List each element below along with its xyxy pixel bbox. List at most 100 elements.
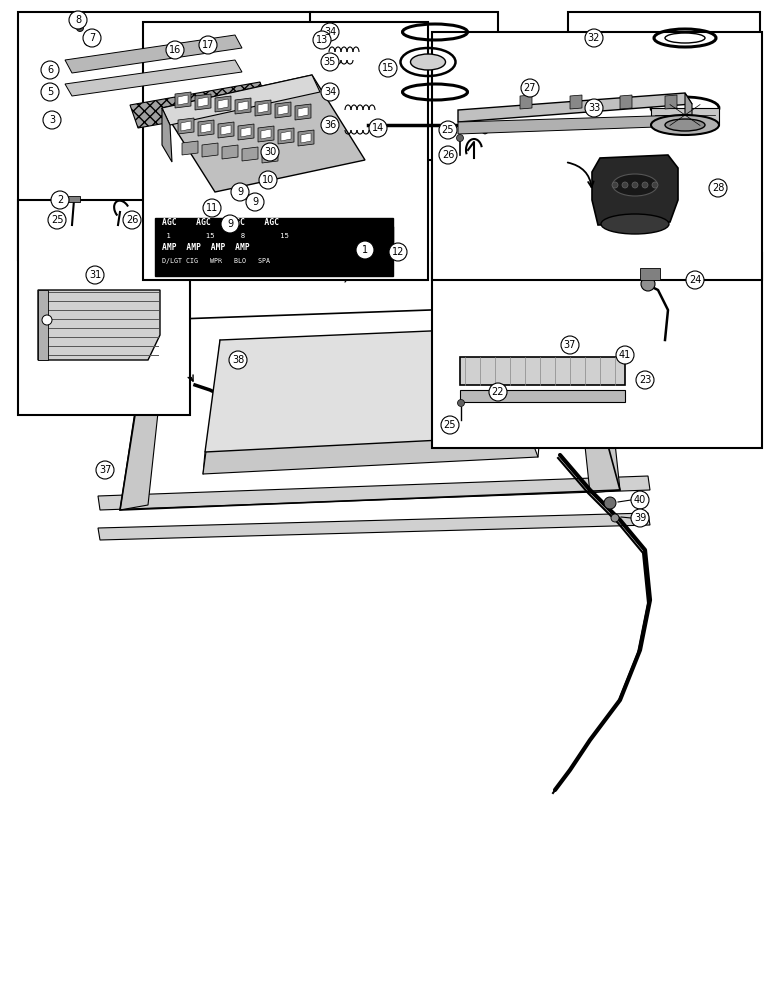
Circle shape	[389, 243, 407, 261]
Polygon shape	[665, 95, 677, 109]
Polygon shape	[281, 131, 291, 141]
Polygon shape	[218, 122, 234, 138]
Polygon shape	[178, 118, 194, 134]
Polygon shape	[258, 126, 274, 142]
Text: AMP  AMP  AMP  AMP: AMP AMP AMP AMP	[162, 243, 250, 252]
Polygon shape	[255, 100, 271, 116]
Text: 35: 35	[323, 57, 336, 67]
Circle shape	[321, 53, 339, 71]
Text: 13: 13	[316, 35, 328, 45]
Text: 25: 25	[442, 125, 454, 135]
Circle shape	[203, 199, 221, 217]
Polygon shape	[162, 75, 365, 192]
Polygon shape	[162, 108, 172, 162]
Text: 37: 37	[564, 340, 576, 350]
FancyBboxPatch shape	[460, 357, 625, 385]
Circle shape	[231, 183, 249, 201]
Circle shape	[41, 61, 59, 79]
Text: 28: 28	[712, 183, 724, 193]
Text: 5: 5	[47, 87, 53, 97]
Text: 27: 27	[523, 83, 537, 93]
Polygon shape	[162, 75, 320, 125]
Polygon shape	[458, 93, 692, 122]
Polygon shape	[218, 99, 228, 109]
Circle shape	[585, 99, 603, 117]
Polygon shape	[178, 95, 188, 105]
Circle shape	[76, 24, 83, 31]
Circle shape	[51, 191, 69, 209]
Polygon shape	[65, 35, 242, 73]
Circle shape	[321, 23, 339, 41]
Circle shape	[229, 351, 247, 369]
Polygon shape	[238, 101, 248, 111]
Circle shape	[482, 128, 488, 134]
Text: 9: 9	[237, 187, 243, 197]
Polygon shape	[263, 136, 280, 151]
Circle shape	[709, 179, 727, 197]
FancyBboxPatch shape	[18, 12, 313, 260]
Polygon shape	[570, 95, 582, 109]
Circle shape	[439, 121, 457, 139]
Circle shape	[221, 215, 239, 233]
FancyBboxPatch shape	[640, 268, 660, 280]
Polygon shape	[275, 102, 291, 118]
Circle shape	[166, 41, 184, 59]
Text: 34: 34	[324, 27, 336, 37]
FancyBboxPatch shape	[143, 22, 428, 280]
Text: 34: 34	[324, 87, 336, 97]
Polygon shape	[295, 104, 311, 120]
Text: 16: 16	[169, 45, 181, 55]
Text: 36: 36	[324, 120, 336, 130]
Ellipse shape	[665, 119, 705, 131]
FancyBboxPatch shape	[432, 253, 762, 448]
Polygon shape	[620, 95, 632, 109]
Circle shape	[379, 59, 397, 77]
Text: 7: 7	[89, 33, 95, 43]
Ellipse shape	[411, 54, 445, 70]
Circle shape	[631, 491, 649, 509]
Polygon shape	[235, 98, 251, 114]
Polygon shape	[98, 476, 650, 510]
Polygon shape	[175, 92, 191, 108]
Text: 9: 9	[227, 219, 233, 229]
Text: 10: 10	[262, 175, 274, 185]
Circle shape	[641, 277, 655, 291]
Polygon shape	[198, 120, 214, 136]
Polygon shape	[221, 125, 231, 135]
Ellipse shape	[651, 115, 719, 135]
Polygon shape	[241, 127, 251, 137]
Polygon shape	[592, 155, 678, 225]
Text: 38: 38	[232, 355, 244, 365]
Polygon shape	[201, 123, 211, 133]
Text: 3: 3	[49, 115, 55, 125]
Circle shape	[632, 182, 638, 188]
Polygon shape	[262, 149, 278, 163]
Text: D/LGT CIG   WPR   BLO   SPA: D/LGT CIG WPR BLO SPA	[162, 258, 270, 264]
Polygon shape	[520, 95, 532, 109]
Circle shape	[636, 371, 654, 389]
Circle shape	[611, 514, 619, 522]
Text: 22: 22	[492, 387, 504, 397]
Text: 25: 25	[51, 215, 63, 225]
Circle shape	[41, 83, 59, 101]
Polygon shape	[182, 141, 198, 155]
Text: 17: 17	[201, 40, 214, 50]
Text: 12: 12	[392, 247, 405, 257]
Circle shape	[686, 271, 704, 289]
Polygon shape	[458, 115, 685, 134]
Text: 1: 1	[362, 245, 368, 255]
Polygon shape	[298, 107, 308, 117]
FancyBboxPatch shape	[460, 390, 625, 402]
FancyBboxPatch shape	[18, 200, 190, 415]
Polygon shape	[298, 130, 314, 146]
Text: 39: 39	[634, 513, 646, 523]
Text: 32: 32	[587, 33, 600, 43]
Circle shape	[561, 336, 579, 354]
FancyBboxPatch shape	[432, 32, 762, 280]
Polygon shape	[120, 320, 168, 510]
Text: 24: 24	[689, 275, 701, 285]
Circle shape	[173, 247, 179, 253]
Polygon shape	[222, 145, 238, 159]
Ellipse shape	[612, 174, 658, 196]
Polygon shape	[301, 133, 311, 143]
